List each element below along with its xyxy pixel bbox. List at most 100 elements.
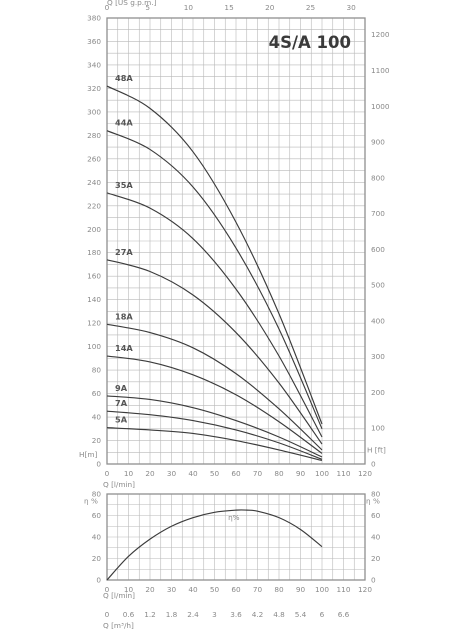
right-axis-title: H [ft] [367, 445, 386, 454]
top-tick-label: 15 [224, 3, 233, 12]
y-tick-label: 0 [96, 460, 101, 469]
y-tick-label: 220 [87, 201, 101, 210]
eff-x-tick-label: 20 [145, 585, 155, 594]
top-tick-label: 30 [347, 3, 357, 12]
y-tick-label: 240 [87, 178, 101, 187]
x-tick-label: 120 [358, 469, 372, 478]
top-tick-label: 10 [184, 3, 194, 12]
eff-right-tick-label: 80 [371, 490, 381, 499]
eff-x-tick-label: 110 [337, 585, 351, 594]
m3h-tick-label: 1.2 [144, 610, 156, 619]
series-label: 35A [115, 180, 133, 190]
top-tick-label: 20 [265, 3, 275, 12]
series-curve-9A [106, 395, 323, 458]
y-tick-label: 200 [87, 225, 101, 234]
x-tick-label: 50 [210, 469, 220, 478]
x-tick-label: 30 [167, 469, 177, 478]
x-tick-label: 90 [296, 469, 306, 478]
series-curve-35A [106, 192, 323, 438]
series-label: 44A [115, 118, 133, 128]
eff-x-tick-label: 30 [167, 585, 177, 594]
left-axis-title: H[m] [79, 450, 97, 459]
x-tick-label: 0 [105, 469, 110, 478]
x-tick-label: 60 [231, 469, 241, 478]
m3h-tick-label: 5.4 [295, 610, 307, 619]
eff-right-tick-label: 0 [371, 576, 376, 585]
right-tick-label: 600 [371, 245, 385, 254]
m3h-tick-label: 0 [105, 610, 110, 619]
series-label: 5A [115, 415, 128, 425]
top-tick-label: 25 [306, 3, 315, 12]
eff-x-tick-label: 100 [315, 585, 329, 594]
m3h-tick-label: 4.2 [252, 610, 264, 619]
y-tick-label: 360 [87, 37, 101, 46]
x-tick-label: 10 [124, 469, 134, 478]
y-tick-label: 260 [87, 154, 101, 163]
right-tick-label: 1100 [371, 66, 390, 75]
y-tick-label: 40 [92, 413, 102, 422]
y-tick-label: 80 [92, 366, 102, 375]
y-tick-label: 380 [87, 14, 101, 23]
series-curve-7A [106, 410, 323, 460]
y-tick-label: 300 [87, 107, 101, 116]
x-tick-label: 80 [274, 469, 284, 478]
y-tick-label: 180 [87, 248, 101, 257]
series-curve-44A [106, 130, 323, 430]
efficiency-curve-label: η% [228, 513, 240, 522]
eff-bottom-axis-title: Q [l/min] [103, 591, 135, 600]
efficiency-chart-frame [106, 493, 366, 581]
eff-right-tick-label: 20 [371, 554, 381, 563]
m3h-tick-label: 6.6 [338, 610, 350, 619]
series-curve-18A [106, 323, 323, 451]
right-tick-label: 200 [371, 388, 385, 397]
series-label: 7A [115, 398, 128, 408]
x-tick-label: 110 [337, 469, 351, 478]
eff-y-tick-label: 80 [92, 490, 102, 499]
eff-x-tick-label: 10 [124, 585, 134, 594]
efficiency-curve [106, 509, 323, 581]
eff-x-tick-label: 40 [188, 585, 198, 594]
x-tick-label: 20 [145, 469, 155, 478]
y-tick-label: 320 [87, 84, 101, 93]
x-tick-label: 40 [188, 469, 198, 478]
right-tick-label: 100 [371, 424, 385, 433]
series-label: 14A [115, 343, 133, 353]
m3h-tick-label: 1.8 [166, 610, 178, 619]
series-curve-5A [106, 427, 323, 462]
eff-left-axis-title: η % [84, 497, 98, 506]
eff-right-axis-title: η % [366, 497, 380, 506]
eff-y-tick-label: 20 [92, 554, 102, 563]
top-tick-label: 0 [105, 3, 110, 12]
m3h-tick-label: 4.8 [273, 610, 285, 619]
head-chart-frame [106, 17, 366, 465]
series-label: 27A [115, 247, 133, 257]
eff-x-tick-label: 70 [253, 585, 263, 594]
x-tick-label: 100 [315, 469, 329, 478]
eff-x-tick-label: 60 [231, 585, 241, 594]
eff-y-tick-label: 40 [92, 533, 102, 542]
right-tick-label: 500 [371, 281, 385, 290]
eff-y-tick-label: 0 [96, 576, 101, 585]
y-tick-label: 160 [87, 272, 101, 281]
y-tick-label: 340 [87, 60, 101, 69]
right-tick-label: 700 [371, 209, 385, 218]
y-tick-label: 20 [92, 436, 102, 445]
eff-y-tick-label: 60 [92, 511, 102, 520]
m3h-tick-label: 3 [212, 610, 217, 619]
right-tick-label: 400 [371, 316, 385, 325]
series-label: 48A [115, 73, 133, 83]
series-curve-14A [106, 355, 323, 454]
right-tick-label: 900 [371, 138, 385, 147]
y-tick-label: 280 [87, 131, 101, 140]
series-label: 9A [115, 383, 128, 393]
y-tick-label: 120 [87, 319, 101, 328]
right-tick-label: 0 [371, 460, 376, 469]
eff-x-tick-label: 90 [296, 585, 306, 594]
eff-x-tick-label: 0 [105, 585, 110, 594]
series-curve-27A [106, 259, 323, 445]
m3h-tick-label: 6 [320, 610, 325, 619]
top-axis-title: Q [US g.p.m.] [107, 0, 157, 7]
